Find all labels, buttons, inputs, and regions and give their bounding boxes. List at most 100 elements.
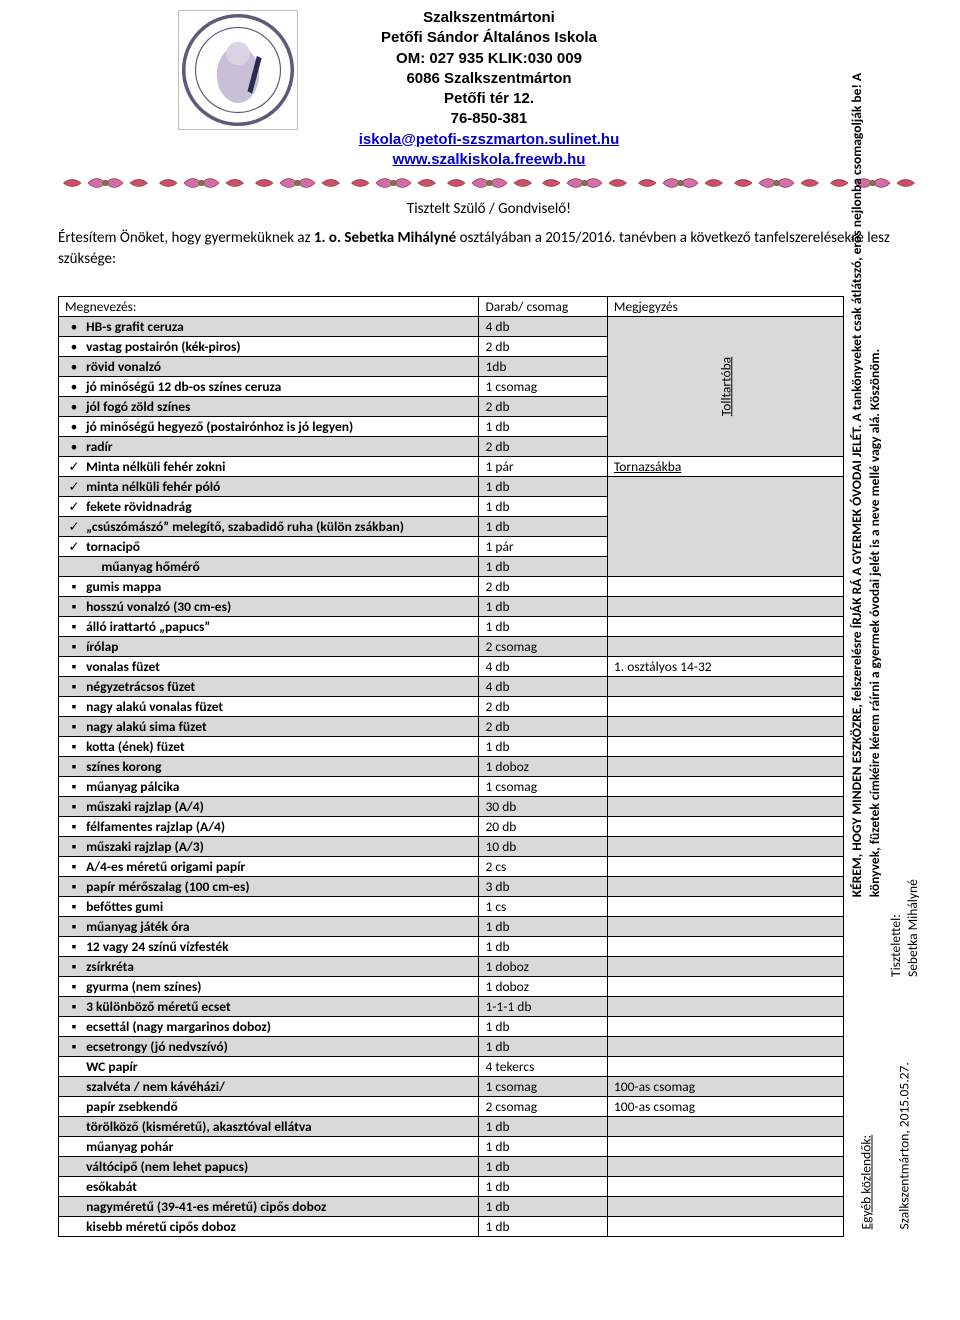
note-cell [607, 1057, 844, 1077]
item-qty: 30 db [479, 797, 607, 817]
bullet-icon: ▪ [65, 858, 83, 875]
table-row: ▪ befőttes gumi1 cs [59, 897, 844, 917]
item-name: Minta nélküli fehér zokni [86, 458, 225, 475]
item-qty: 4 tekercs [479, 1057, 607, 1077]
item-name: gyurma (nem színes) [86, 978, 201, 995]
item-name: jó minőségű 12 db-os színes ceruza [86, 378, 281, 395]
table-row: ▪ ecsettál (nagy margarinos doboz)1 db [59, 1017, 844, 1037]
table-row: ▪ álló irattartó „papucs”1 db [59, 617, 844, 637]
item-qty: 1 csomag [479, 777, 607, 797]
note-cell [607, 817, 844, 837]
item-name: műszaki rajzlap (A/4) [86, 798, 204, 815]
item-name: írólap [86, 638, 118, 655]
item-name: befőttes gumi [86, 898, 163, 915]
item-name: esőkabát [86, 1178, 137, 1195]
bullet-icon: ✓ [65, 538, 83, 555]
bullet-icon: ▪ [65, 978, 83, 995]
item-name: álló irattartó „papucs” [86, 618, 210, 635]
table-row: törölköző (kisméretű), akasztóval ellátv… [59, 1117, 844, 1137]
item-name: ecsettál (nagy margarinos doboz) [86, 1018, 271, 1035]
item-qty: 20 db [479, 817, 607, 837]
note-cell [607, 837, 844, 857]
header-web-link[interactable]: www.szalkiskola.freewb.hu [393, 151, 586, 168]
header-email-link[interactable]: iskola@petofi-szszmarton.sulinet.hu [359, 131, 620, 148]
table-row: ▪ műanyag pálcika 1 csomag [59, 777, 844, 797]
table-row: ▪ hosszú vonalzó (30 cm-es)1 db [59, 597, 844, 617]
bullet-icon: ▪ [65, 578, 83, 595]
bullet-icon: ▪ [65, 718, 83, 735]
intro-teacher: 1. o. Sebetka Mihályné [314, 229, 456, 247]
table-row: papír zsebkendő2 csomag100-as csomag [59, 1097, 844, 1117]
bullet-icon: • [65, 418, 83, 435]
note-cell: 100-as csomag [607, 1097, 844, 1117]
item-name: A/4-es méretű origami papír [86, 858, 245, 875]
note-cell: 1. osztályos 14-32 [607, 657, 844, 677]
bullet-icon: ▪ [65, 918, 83, 935]
item-name: WC papír [86, 1058, 138, 1075]
side-egyeb: Egyéb közlendők: [857, 1212, 874, 1230]
item-name: szalvéta / nem kávéházi/ [86, 1078, 225, 1095]
table-row: ▪ A/4-es méretű origami papír2 cs [59, 857, 844, 877]
item-qty: 2 db [479, 697, 607, 717]
item-qty: 2 db [479, 397, 607, 417]
note-cell [607, 597, 844, 617]
item-qty: 1 doboz [479, 957, 607, 977]
item-qty: 1 csomag [479, 1077, 607, 1097]
bullet-icon: • [65, 338, 83, 355]
col-name-header: Megnevezés: [59, 297, 479, 317]
note-cell [607, 1117, 844, 1137]
table-row: ▪ színes korong1 doboz [59, 757, 844, 777]
table-row: ▪ kotta (ének) füzet1 db [59, 737, 844, 757]
bullet-icon: ▪ [65, 958, 83, 975]
item-name: műanyag pálcika [86, 778, 179, 795]
note-tolltarto: Tolltartóba [607, 317, 844, 457]
table-row: szalvéta / nem kávéházi/1 csomag100-as c… [59, 1077, 844, 1097]
item-qty: 1-1-1 db [479, 997, 607, 1017]
item-name: műszaki rajzlap (A/3) [86, 838, 204, 855]
table-row: ▪ négyzetrácsos füzet4 db [59, 677, 844, 697]
bullet-icon: ▪ [65, 598, 83, 615]
item-name: vonalas füzet [86, 658, 160, 675]
note-cell [607, 977, 844, 997]
item-qty: 2 csomag [479, 637, 607, 657]
bullet-icon: • [65, 358, 83, 375]
bullet-icon: ▪ [65, 678, 83, 695]
bullet-icon: • [65, 438, 83, 455]
item-qty: 1 db [479, 557, 607, 577]
note-cell [607, 637, 844, 657]
table-row: ▪ papír mérőszalag (100 cm-es)3 db [59, 877, 844, 897]
item-qty: 1 db [479, 1197, 607, 1217]
item-name: „csúszómászó” melegítő, szabadidő ruha (… [86, 518, 404, 535]
note-cell [607, 1177, 844, 1197]
item-name: vastag postairón (kék-piros) [86, 338, 241, 355]
item-name: ecsetrongy (jó nedvszívó) [86, 1038, 228, 1055]
side-tisztelettel: Tisztelettel: Sebetka Mihályné [887, 959, 921, 977]
table-row: ▪ félfamentes rajzlap (A/4)20 db [59, 817, 844, 837]
intro-part: Értesítem Önöket, hogy gyermeküknek az [58, 229, 314, 247]
table-row: ▪ műanyag játék óra1 db [59, 917, 844, 937]
item-name: rövid vonalzó [86, 358, 161, 375]
note-cell [607, 1017, 844, 1037]
bullet-icon: ▪ [65, 758, 83, 775]
bullet-icon: ▪ [65, 838, 83, 855]
table-row: ▪ ecsetrongy (jó nedvszívó)1 db [59, 1037, 844, 1057]
bullet-icon: ▪ [65, 778, 83, 795]
school-logo [178, 10, 298, 130]
table-row: esőkabát1 db [59, 1177, 844, 1197]
supply-table: Megnevezés:Darab/ csomagMegjegyzés• HB-s… [58, 296, 844, 1237]
item-qty: 1 pár [479, 537, 607, 557]
bullet-icon: ▪ [65, 638, 83, 655]
item-name: jól fogó zöld színes [86, 398, 190, 415]
item-qty: 2 csomag [479, 1097, 607, 1117]
ornament-divider [58, 176, 920, 192]
bullet-icon: ▪ [65, 1018, 83, 1035]
item-qty: 1 db [479, 737, 607, 757]
table-row: WC papír 4 tekercs [59, 1057, 844, 1077]
bullet-icon: ▪ [65, 658, 83, 675]
item-qty: 1 db [479, 1137, 607, 1157]
bullet-icon: • [65, 318, 83, 335]
bullet-icon: ▪ [65, 618, 83, 635]
item-name: félfamentes rajzlap (A/4) [86, 818, 225, 835]
table-row: műanyag pohár1 db [59, 1137, 844, 1157]
item-qty: 1 db [479, 917, 607, 937]
